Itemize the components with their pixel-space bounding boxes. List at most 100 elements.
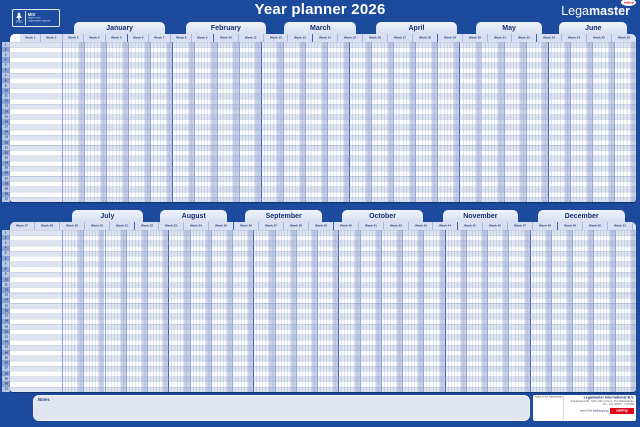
- week-header-cell: Week 45: [458, 222, 484, 230]
- day-cell: [592, 42, 597, 202]
- row-number: 28: [2, 181, 10, 187]
- row-number-text: 24: [4, 161, 8, 165]
- weekend-day-cell: [336, 230, 339, 392]
- day-cell: [290, 42, 294, 202]
- week-header-cell: Week 17: [388, 34, 413, 42]
- week-header-cell: Week 28: [35, 222, 60, 230]
- day-cell: [348, 230, 352, 392]
- grid-week-column: [151, 42, 173, 202]
- day-cell: [66, 230, 70, 392]
- grid-month-august: [169, 230, 255, 392]
- day-cell: [299, 230, 303, 392]
- grid-week-column: [403, 230, 425, 392]
- weekend-day-cell: [457, 42, 460, 202]
- day-cell: [196, 230, 200, 392]
- day-cell: [500, 230, 504, 392]
- month-tab-november: November: [442, 210, 518, 222]
- weekend-day-cell: [523, 42, 526, 202]
- week-header-row: Week 1 Week 2 Week 3 Week 4 Week 5 Week 6 Week…: [10, 34, 636, 42]
- day-cell: [504, 42, 508, 202]
- grid-week-column: [360, 230, 382, 392]
- grid-week-column: [169, 230, 191, 392]
- week-header-month: Week 40 Week 41 Week 42 Week 43 Week 44: [334, 222, 459, 230]
- day-cell: [132, 42, 136, 202]
- month-tab-slot: May: [468, 22, 551, 34]
- day-cell: [573, 42, 578, 202]
- week-header-cell: Week 44: [433, 222, 457, 230]
- weekend-day-cell: [387, 42, 392, 202]
- day-cell: [181, 230, 185, 392]
- grid-week-column: [526, 42, 548, 202]
- day-cell: [409, 230, 413, 392]
- row-number-text: 10: [4, 89, 8, 93]
- legamaster-logo: Legamaster edding: [561, 0, 636, 18]
- row-number-text: 7: [5, 262, 7, 266]
- day-cell: [416, 42, 420, 202]
- week-header-cell: Week 14: [313, 34, 339, 42]
- week-header-month: Week 45 Week 46 Week 47 Week 48: [458, 222, 558, 230]
- weekend-day-cell: [104, 42, 107, 202]
- day-cell: [583, 42, 587, 202]
- weekend-day-cell: [463, 230, 466, 392]
- day-cell: [415, 230, 419, 392]
- week-label: Week 13: [294, 36, 307, 40]
- weekend-day-cell: [485, 230, 488, 392]
- day-cell: [599, 42, 603, 202]
- weekend-day-cell: [439, 230, 443, 392]
- weekend-day-cell: [545, 42, 548, 202]
- row-number: 15: [2, 303, 10, 309]
- row-number-text: 13: [4, 105, 8, 108]
- weekend-day-cell: [293, 230, 296, 392]
- weekend-day-cell: [233, 42, 237, 202]
- day-cell: [176, 42, 180, 202]
- grid-week-column: [239, 42, 261, 202]
- day-cell: [107, 42, 111, 202]
- grid-week-column: [466, 230, 489, 392]
- row-number: 14: [2, 109, 10, 115]
- grid-week-column: [195, 42, 218, 202]
- day-cell: [624, 42, 628, 202]
- month-label: September: [265, 212, 302, 220]
- day-cell: [84, 230, 88, 392]
- day-cell: [91, 42, 95, 202]
- day-cell: [597, 230, 601, 392]
- day-cell: [618, 42, 622, 202]
- fsc-divider: [25, 11, 26, 25]
- day-cell: [190, 230, 194, 392]
- weekend-day-cell: [501, 42, 504, 202]
- grid-week-column: [551, 230, 574, 392]
- weekend-day-cell: [248, 230, 252, 392]
- day-cell: [507, 42, 511, 202]
- day-cell: [334, 42, 338, 202]
- week-header-cell: Week 33: [159, 222, 185, 230]
- day-cell: [305, 42, 310, 202]
- weekend-day-cell: [479, 42, 482, 202]
- day-cell: [403, 42, 407, 202]
- fsc-text: FSC: [15, 20, 23, 24]
- row-number: 25: [2, 165, 10, 171]
- day-cell: [268, 42, 272, 202]
- day-cell: [473, 42, 477, 202]
- day-cell: [308, 230, 313, 392]
- row-number: 29: [2, 376, 10, 382]
- day-cell: [204, 42, 209, 202]
- month-label: November: [463, 212, 498, 220]
- day-cell: [384, 42, 388, 202]
- day-cell: [283, 42, 287, 202]
- week-header-cell: Week 35: [209, 222, 233, 230]
- day-cell: [274, 42, 278, 202]
- row-number: 22: [2, 339, 10, 345]
- grid-months: [63, 42, 636, 202]
- grid-week-column: [615, 230, 636, 392]
- grid-week-column: [85, 42, 108, 202]
- day-cell: [201, 42, 205, 202]
- row-number: 17: [2, 313, 10, 319]
- week-header-cell: Week 8: [171, 34, 193, 42]
- day-cell: [466, 42, 470, 202]
- day-cell: [353, 42, 357, 202]
- grid-week-column: [594, 230, 616, 392]
- row-number: 6: [2, 256, 10, 262]
- row-number: 9: [2, 83, 10, 89]
- weekend-day-cell: [454, 42, 458, 202]
